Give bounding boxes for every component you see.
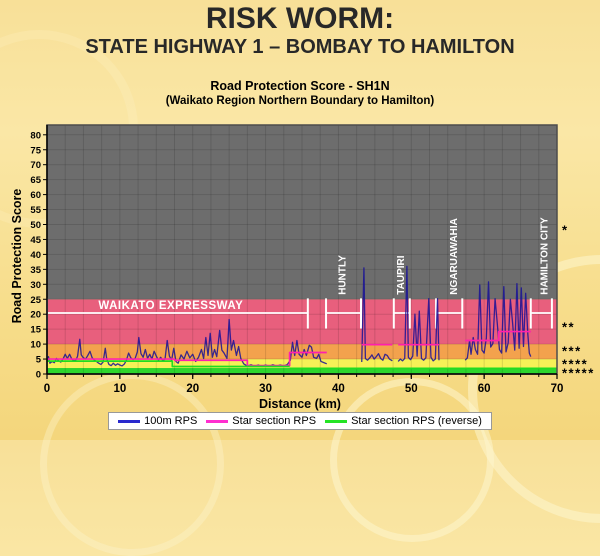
y-tick-label: 80 xyxy=(30,130,41,141)
x-tick-label: 10 xyxy=(113,383,126,395)
band-1-star xyxy=(47,125,557,300)
y-tick-label: 15 xyxy=(30,325,41,336)
x-axis-label: Distance (km) xyxy=(259,397,341,411)
legend-label: Star section RPS xyxy=(232,415,317,427)
series-line-100m-rps xyxy=(361,267,393,363)
y-tick-label: 75 xyxy=(30,145,41,156)
x-tick-label: 30 xyxy=(259,383,272,395)
band-star-marker: **** xyxy=(562,356,588,371)
town-label: NGARUAWAHIA xyxy=(449,218,460,295)
band-star-marker: ** xyxy=(562,320,575,335)
town-label: HUNTLY xyxy=(338,255,349,295)
y-tick-label: 55 xyxy=(30,205,41,216)
x-tick-label: 0 xyxy=(44,383,50,395)
y-tick-label: 45 xyxy=(30,235,41,246)
band-star-marker: * xyxy=(562,222,569,237)
legend-label: Star section RPS (reverse) xyxy=(351,415,482,427)
y-tick-label: 40 xyxy=(30,250,41,261)
risk-worm-chart: WAIKATO EXPRESSWAY HUNTLY TAUPIRI NGARUAWAH… xyxy=(30,124,595,395)
band-star-marker: *** xyxy=(562,343,582,358)
town-label: HAMILTON CITY xyxy=(539,217,550,295)
legend-label: 100m RPS xyxy=(144,415,198,427)
legend-swatch xyxy=(206,419,229,423)
band-4-star xyxy=(47,359,557,369)
y-tick-label: 10 xyxy=(30,340,41,351)
band-star-marker: ***** xyxy=(562,365,595,380)
legend-swatch xyxy=(118,419,141,423)
chart-title: Road Protection Score - SH1N xyxy=(210,79,390,93)
x-tick-label: 40 xyxy=(332,383,345,395)
y-tick-label: 70 xyxy=(30,160,41,171)
y-tick-label: 50 xyxy=(30,220,41,231)
series-line-100m-rps xyxy=(397,265,440,362)
chart-legend: 100m RPS Star section RPS Star section RPS… xyxy=(0,412,600,430)
page-subtitle: STATE HIGHWAY 1 – BOMBAY TO HAMILTON xyxy=(85,36,515,58)
legend-swatch xyxy=(325,419,348,423)
y-tick-label: 5 xyxy=(36,355,42,366)
y-tick-label: 20 xyxy=(30,310,41,321)
band-2-star xyxy=(47,299,557,345)
chart-subtitle: (Waikato Region Northern Boundary to Ham… xyxy=(165,95,435,107)
x-tick-label: 50 xyxy=(405,383,418,395)
legend-item: Star section RPS xyxy=(206,415,316,427)
x-tick-label: 60 xyxy=(478,383,491,395)
y-tick-label: 30 xyxy=(30,280,41,291)
x-tick-label: 20 xyxy=(186,383,199,395)
legend-item: 100m RPS xyxy=(118,415,197,427)
legend-item: Star section RPS (reverse) xyxy=(325,415,482,427)
y-tick-label: 0 xyxy=(36,370,41,381)
series-line-star-section-rps xyxy=(465,330,531,342)
y-tick-label: 25 xyxy=(30,295,41,306)
band-5-star xyxy=(47,368,557,374)
series-line-star-section-rps-reverse- xyxy=(47,360,290,368)
town-label: TAUPIRI xyxy=(396,255,407,294)
x-tick-label: 70 xyxy=(551,383,564,395)
y-tick-label: 60 xyxy=(30,190,41,201)
y-tick-label: 65 xyxy=(30,175,41,186)
series-line-star-section-rps xyxy=(47,351,327,367)
y-tick-label: 35 xyxy=(30,265,41,276)
page-title: RISK WORM: xyxy=(205,2,395,35)
expressway-label: WAIKATO EXPRESSWAY xyxy=(98,300,243,312)
